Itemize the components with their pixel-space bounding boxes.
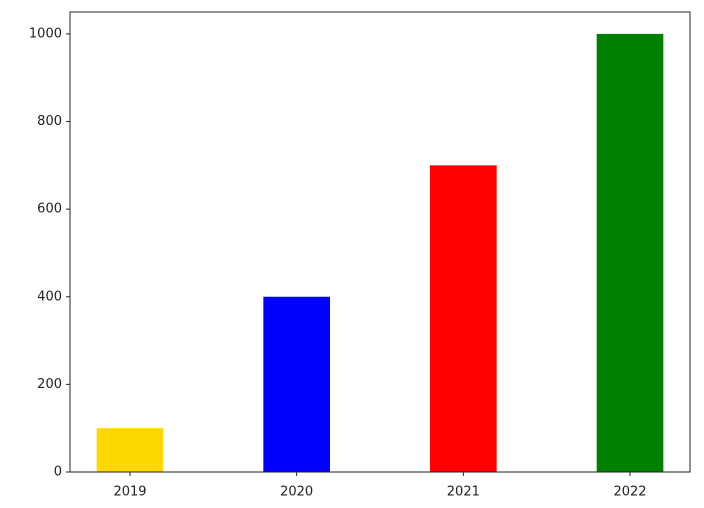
y-tick-label: 1000 (29, 26, 62, 41)
x-tick-label: 2021 (447, 485, 480, 500)
y-tick-label: 400 (37, 289, 62, 304)
y-tick-label: 600 (37, 202, 62, 217)
bar (263, 296, 330, 472)
y-tick-label: 200 (37, 377, 62, 392)
x-tick-label: 2019 (113, 485, 146, 500)
y-tick-label: 0 (54, 465, 62, 480)
bar (430, 165, 497, 473)
bar (96, 428, 164, 472)
plot-frame (69, 11, 691, 473)
x-tick-label: 2022 (613, 485, 646, 500)
bar (596, 33, 664, 473)
y-tick-label: 800 (37, 114, 62, 129)
x-tick-label: 2020 (280, 485, 313, 500)
